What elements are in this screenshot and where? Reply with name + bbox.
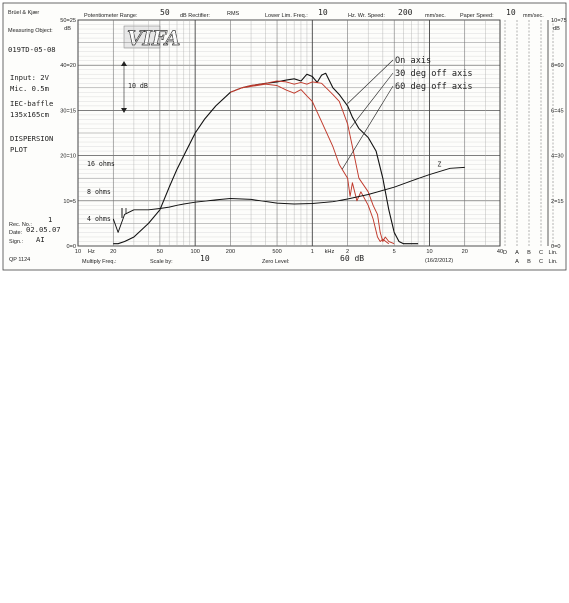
right-scale-label: 0=0 [551,244,561,250]
left-scale-label: 20=10 [60,154,76,160]
legend-leader-line [349,72,394,129]
paper-speed-value: 10 [506,8,516,17]
object-id: 019TD-05-08 [8,45,56,54]
zero-level-label: Zero Level: [262,259,290,265]
chart-paper [2,2,567,271]
baffle-size: 135x165cm [10,110,49,119]
paper-speed-label: Paper Speed: [460,13,494,19]
right-scale-label: 2=15 [551,199,564,205]
x-tick-label: 200 [226,249,235,255]
legend-leader-line [341,85,394,170]
weighting-letter: A [515,250,519,256]
sign-value: AI [36,235,45,244]
rec-no-value: 1 [48,215,52,224]
chart-footer: Multiply Freq.: Scale by: 10 Zero Level:… [82,254,453,265]
x-tick-label: 20 [462,249,468,255]
right-scale-label: 10=75 [551,18,567,24]
scale-by-label: Scale by: [150,259,173,265]
x-tick-label: 20 [110,249,116,255]
legend-label: 30 deg off axis [395,69,473,79]
x-tick-label: 5 [393,249,396,255]
left-scale-label: 0=0 [67,244,77,250]
plot-title-line1: DISPERSION [10,134,53,143]
rectifier-value: RMS [227,11,240,17]
ref-code: QP 1124 [9,257,30,263]
impedance-reference-label: 8 ohms [87,188,111,196]
legend-leader-line [347,59,394,104]
x-tick-label: 40 [497,249,503,255]
weighting-letter: C [539,250,543,256]
impedance-reference-label: 4 ohms [87,215,111,223]
left-scale-label: 10=5 [63,199,76,205]
series-line-1 [113,72,419,245]
range-marker-arrow-down [121,108,127,113]
x-tick-label: 50 [157,249,163,255]
range-marker-arrow-up [121,61,127,66]
x-tick-label: kHz [325,249,335,255]
date-label: Date: [9,230,23,236]
right-scale-label: 4=30 [551,154,564,160]
pot-range-value: 50 [160,8,170,17]
weighting-letter: B [527,259,531,265]
left-scale-label: 30=15 [60,108,76,114]
chart-header: Brüel & Kjær Potentiometer Range: 50 dB … [8,8,544,19]
wr-speed-unit: mm/sec. [425,13,446,19]
multiply-freq-label: Multiply Freq.: [82,259,117,265]
x-tick-label: 500 [272,249,281,255]
left-scale-label: 50=25 [60,18,76,24]
left-scale-label: 40=20 [60,63,76,69]
mic-distance: Mic. 0.5m [10,84,49,93]
legend-label: 60 deg off axis [395,82,473,92]
series-line-3 [230,83,390,245]
brand-label: Brüel & Kjær [8,10,39,16]
x-tick-label: 2 [346,249,349,255]
impedance-curve-marker: Z [437,160,441,168]
x-tick-label: 10 [75,249,81,255]
wr-speed-value: 200 [398,8,413,17]
date-value: 02.05.07 [26,225,61,234]
left-info-panel: Measuring Object: 019TD-05-08 Input: 2V … [8,28,61,263]
weighting-letter: C [539,259,543,265]
right-scale-label: 6=45 [551,108,564,114]
series-line-4 [112,166,465,233]
weighting-letter: Lin. [548,259,557,265]
paper-speed-unit: mm/sec. [523,13,544,19]
measuring-object-label: Measuring Object: [8,28,53,34]
rectifier-label: dB Rectifier: [180,13,210,19]
right-scale-header: dB [553,26,560,32]
lower-freq-value: 10 [318,8,328,17]
x-tick-label: Hz [88,249,95,255]
rec-no-label: Rec. No.: [9,222,32,228]
weighting-letter: Lin. [548,250,557,256]
plot-title-line2: PLOT [10,145,28,154]
weighting-letter: A [515,259,519,265]
impedance-reference-label: 16 ohms [87,160,115,168]
plot-area: 10 Hz 20 50 100 200 500 1 kHz 2 5 10 20 40 dB 50=25 40=2… [60,18,566,265]
x-tick-label: 1 [311,249,314,255]
x-tick-label: 10 [426,249,432,255]
x-tick-label: 100 [190,249,199,255]
lower-freq-label: Lower Lim. Freq.: [265,13,308,19]
right-scale-label: 8=60 [551,63,564,69]
part-number: (16/2/2012) [425,258,453,264]
weighting-letter: B [527,250,531,256]
legend-label: On axis [395,56,431,66]
baffle-type: IEC-baffle [10,99,53,108]
zero-level-value: 60 dB [340,254,364,263]
range-marker-label: 10 dB [128,82,148,90]
scale-by-value: 10 [200,254,210,263]
sign-label: Sign.: [9,239,24,245]
input-level: Input: 2V [10,73,50,82]
left-scale-header: dB [64,26,71,32]
wr-speed-label: Hz. Wr. Speed: [348,13,385,19]
weighting-letter: D [503,250,507,256]
pot-range-label: Potentiometer Range: [84,13,138,19]
series-line-2 [230,80,395,245]
